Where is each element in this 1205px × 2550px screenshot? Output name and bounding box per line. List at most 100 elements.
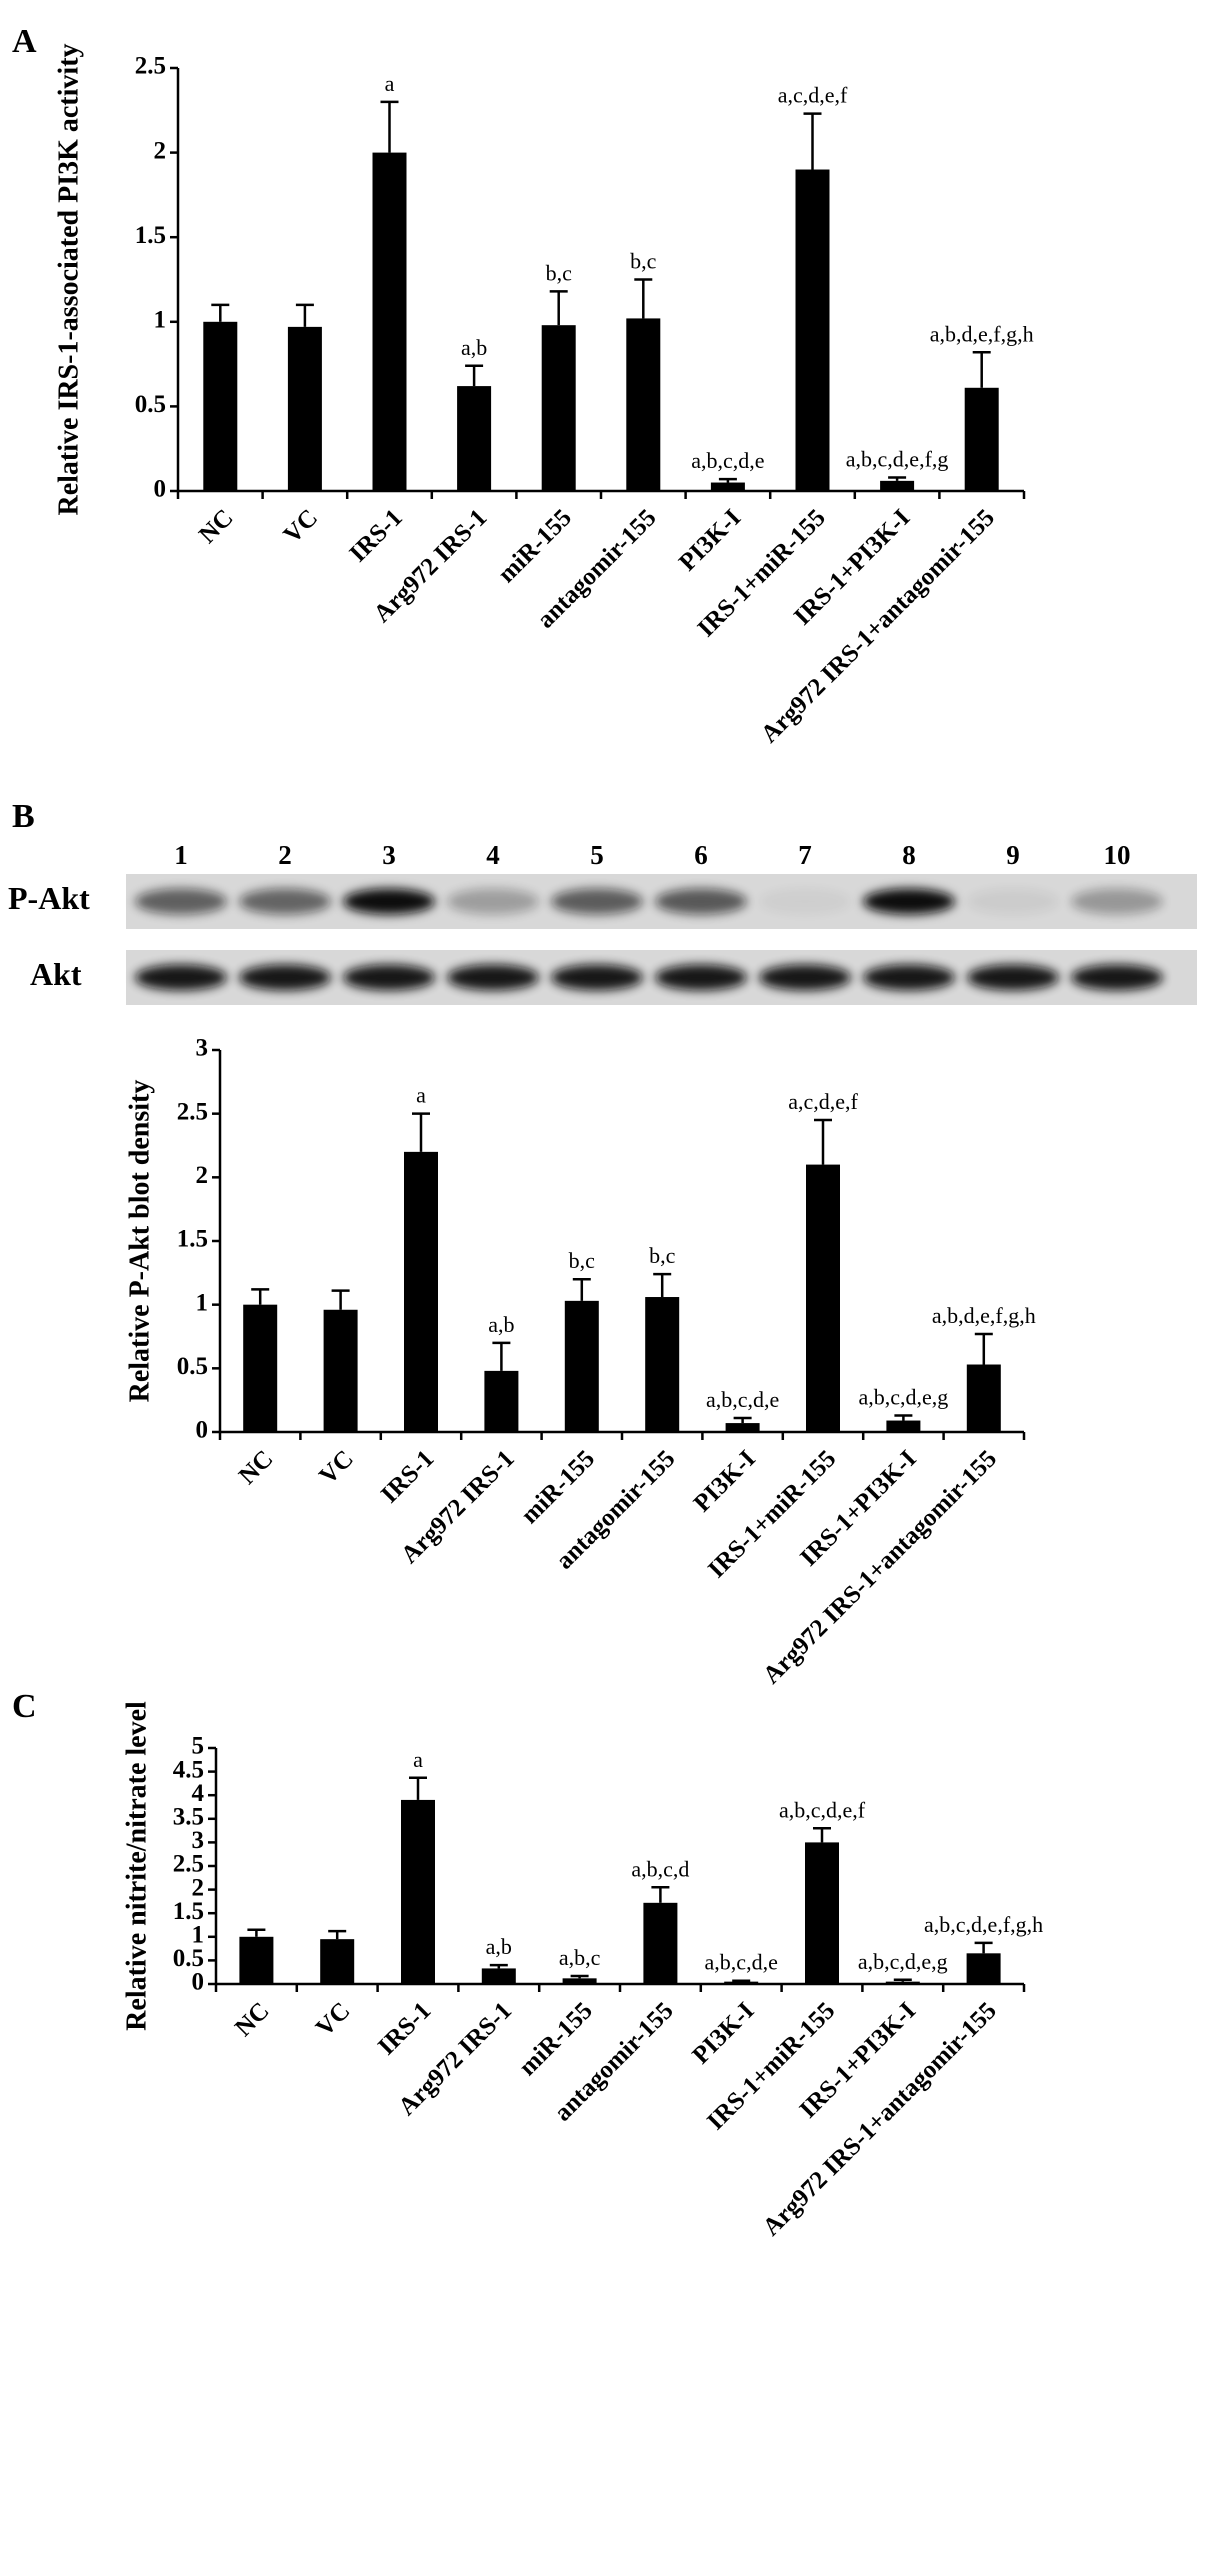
significance-label: b,c <box>649 1243 676 1268</box>
x-tick-label: VC <box>311 1997 356 2042</box>
blot-band <box>967 888 1059 915</box>
significance-label: a,b,c <box>559 1945 601 1970</box>
y-tick-label: 2 <box>154 137 167 164</box>
bar <box>966 1953 1001 1984</box>
significance-label: a,b,d,e,f,g,h <box>932 1303 1036 1328</box>
bar <box>564 1300 599 1432</box>
blot-band <box>967 964 1059 991</box>
bar <box>645 1297 680 1432</box>
significance-label: a,c,d,e,f <box>788 1089 858 1114</box>
lane-label: 1 <box>174 840 188 870</box>
x-tick-label: miR-155 <box>516 1445 600 1529</box>
bar <box>562 1978 597 1984</box>
bar <box>203 321 238 491</box>
bar <box>806 1164 840 1432</box>
blot-band <box>551 964 643 991</box>
y-tick-label: 0.5 <box>177 1353 208 1380</box>
y-tick-label: 5 <box>192 1733 205 1760</box>
y-tick-label: 1.5 <box>135 222 166 249</box>
y-tick-label: 3 <box>196 1035 209 1062</box>
significance-label: a,b,c,d,e,f,g,h <box>924 1912 1043 1937</box>
bar <box>457 386 492 491</box>
y-tick-label: 1.5 <box>173 1898 204 1925</box>
significance-label: a,b,c,d,e <box>705 1950 778 1975</box>
y-tick-label: 2 <box>192 1874 205 1901</box>
y-tick-label: 1 <box>192 1922 205 1949</box>
bar <box>484 1370 519 1432</box>
significance-label: a,b,c,d <box>631 1856 689 1881</box>
blot-band <box>239 964 331 991</box>
y-tick-label: 4.5 <box>173 1756 204 1783</box>
significance-label: a,b <box>488 1312 514 1337</box>
blot-band <box>239 888 331 915</box>
blot-band <box>135 964 227 991</box>
x-tick-label: miR-155 <box>493 504 577 588</box>
y-tick-label: 4 <box>192 1780 205 1807</box>
bar <box>886 1420 921 1432</box>
x-tick-label: PI3K-I <box>687 1997 759 2069</box>
blot-band <box>655 888 747 915</box>
blot-band <box>447 964 539 991</box>
y-tick-label: 0.5 <box>173 1945 204 1972</box>
lane-label: 8 <box>902 840 916 870</box>
panel-label: C <box>12 1688 37 1725</box>
x-tick-label: IRS-1 <box>376 1445 439 1508</box>
y-axis-label: Relative P-Akt blot density <box>124 1080 155 1403</box>
blot-band <box>1071 888 1163 915</box>
blot-band <box>343 888 435 915</box>
lane-label: 6 <box>694 840 708 870</box>
bar <box>626 318 661 491</box>
bar <box>885 1981 920 1984</box>
lane-label: 10 <box>1104 840 1131 870</box>
x-tick-label: NC <box>234 1445 279 1490</box>
x-tick-label: VC <box>314 1445 359 1490</box>
bar <box>323 1309 358 1432</box>
blot-band <box>343 964 435 991</box>
bar <box>239 1936 274 1984</box>
bar <box>710 482 745 491</box>
blot-band <box>759 888 851 915</box>
blot-band <box>655 964 747 991</box>
significance-label: b,c <box>630 249 657 274</box>
y-tick-label: 2.5 <box>135 53 166 80</box>
bar <box>401 1799 435 1984</box>
lane-label: 3 <box>382 840 396 870</box>
x-tick-label: PI3K-I <box>674 504 746 576</box>
x-tick-label: PI3K-I <box>689 1445 761 1517</box>
lane-label: 9 <box>1006 840 1020 870</box>
lane-label: 4 <box>486 840 500 870</box>
bar <box>966 1364 1001 1432</box>
bar <box>724 1981 759 1984</box>
bar <box>320 1939 355 1984</box>
bar <box>243 1304 278 1432</box>
significance-label: b,c <box>546 260 573 285</box>
x-tick-label: miR-155 <box>514 1997 598 2081</box>
significance-label: b,c <box>569 1248 596 1273</box>
blot-row-label: Akt <box>30 956 82 992</box>
y-tick-label: 2 <box>196 1162 209 1189</box>
bar <box>287 326 322 491</box>
y-tick-label: 0.5 <box>135 391 166 418</box>
x-tick-label: NC <box>194 504 239 549</box>
significance-label: a,b,c,d,e,f <box>779 1797 866 1822</box>
y-axis-label: Relative nitrite/nitrate level <box>121 1701 152 2031</box>
significance-label: a,b <box>486 1934 512 1959</box>
bar <box>643 1902 678 1984</box>
bar <box>481 1968 516 1984</box>
panel-label: A <box>12 23 37 60</box>
bar <box>964 387 999 491</box>
bar <box>795 169 830 491</box>
significance-label: a,b,c,d,e <box>706 1387 779 1412</box>
y-tick-label: 0 <box>192 1969 205 1996</box>
y-tick-label: 0 <box>154 476 167 503</box>
significance-label: a,c,d,e,f <box>778 83 848 108</box>
blot-band <box>863 888 955 915</box>
lane-label: 7 <box>798 840 812 870</box>
significance-label: a,b,d,e,f,g,h <box>930 321 1034 346</box>
x-tick-label: VC <box>279 504 324 549</box>
y-axis-label: Relative IRS-1-associated PI3K activity <box>53 43 84 515</box>
bar <box>541 325 576 491</box>
significance-label: a,b <box>461 335 487 360</box>
significance-label: a,b,c,d,e,g <box>858 1949 948 1974</box>
